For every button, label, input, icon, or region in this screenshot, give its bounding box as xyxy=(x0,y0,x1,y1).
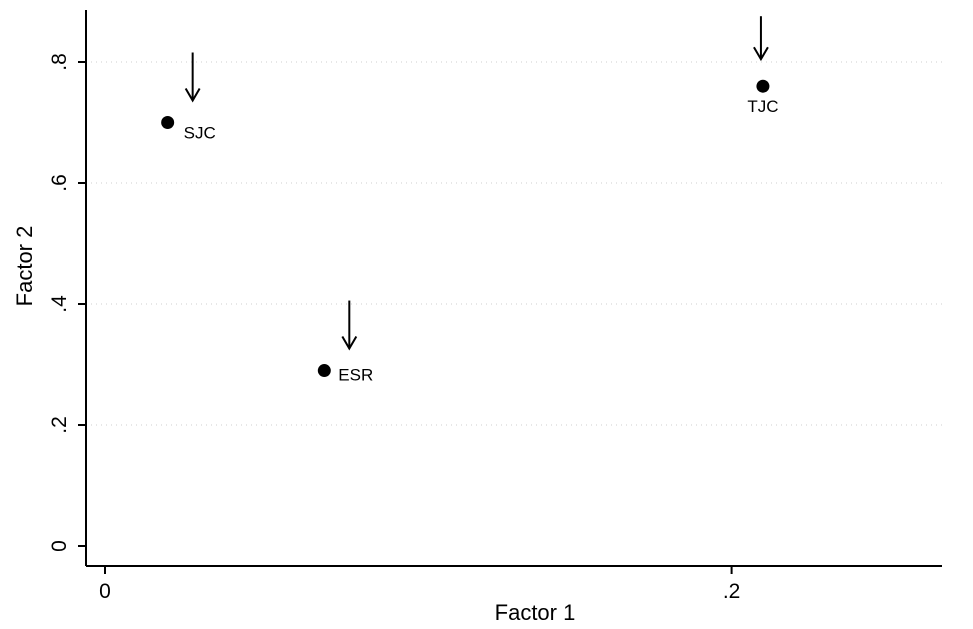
x-tick-label: 0 xyxy=(99,580,111,603)
arrows-layer xyxy=(184,16,769,351)
x-tick-label: .2 xyxy=(723,580,741,603)
y-tick-label: .8 xyxy=(48,53,71,71)
y-tick-label: .2 xyxy=(48,416,71,434)
data-point xyxy=(317,364,331,378)
data-point xyxy=(161,116,175,129)
arrow-annotation xyxy=(341,300,358,351)
y-axis-title: Factor 2 xyxy=(12,226,37,307)
point-label: TJC xyxy=(747,97,778,116)
y-tick-label: .4 xyxy=(48,295,71,313)
arrow-annotation xyxy=(753,16,769,62)
point-label: ESR xyxy=(338,366,373,385)
ticks-layer: 0.2.4.6.80.2.4.6.8 xyxy=(48,53,741,603)
arrow-annotation xyxy=(184,52,201,103)
y-tick-label: 0 xyxy=(48,540,71,552)
grid-layer xyxy=(86,61,942,426)
data-point xyxy=(756,79,770,93)
x-axis-title: Factor 1 xyxy=(495,600,576,625)
points-layer: SJCTJCDAS28MD_GlobalESRPt_GlobalPainHAQ2… xyxy=(161,79,779,385)
y-tick-label: .6 xyxy=(48,174,71,192)
point-label: SJC xyxy=(184,124,216,143)
